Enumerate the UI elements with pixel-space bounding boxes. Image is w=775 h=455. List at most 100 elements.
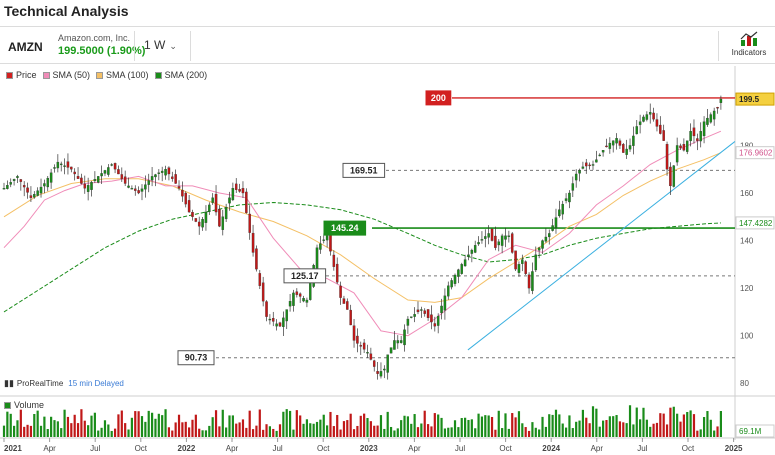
candle-body [628, 145, 632, 150]
volume-bar [117, 414, 120, 437]
indicators-label: Indicators [731, 48, 767, 57]
page-title: Technical Analysis [4, 3, 129, 19]
candle-body [268, 318, 272, 321]
price-tag: 199.5 [739, 95, 760, 104]
candle-body [554, 217, 558, 228]
candle-body [234, 183, 238, 190]
candle-body [440, 305, 443, 314]
candle-body [127, 185, 130, 188]
x-tick-label: Oct [682, 444, 695, 453]
volume-bar [393, 430, 396, 437]
y-tick-label: 120 [740, 284, 754, 293]
candle-body [389, 347, 393, 354]
interval-select[interactable]: 1 W ⌄ [144, 38, 177, 52]
candle-body [386, 354, 389, 373]
volume-bar [514, 417, 517, 437]
volume-bar [410, 423, 413, 437]
candle-body [416, 309, 420, 313]
candle-body [605, 145, 608, 148]
volume-bar [379, 415, 383, 437]
volume-bar [440, 417, 443, 437]
volume-bar [460, 418, 463, 437]
candle-body [359, 345, 363, 347]
volume-bar [551, 414, 554, 437]
volume-bar [167, 427, 171, 437]
ticker-symbol[interactable]: AMZN [8, 40, 43, 54]
volume-bar [63, 409, 66, 437]
candle-body [2, 188, 6, 190]
candle-body [510, 233, 514, 253]
volume-bar [521, 423, 524, 437]
volume-bar [470, 419, 473, 437]
volume-bar [208, 425, 211, 437]
volume-bar [494, 429, 497, 437]
candle-body [443, 295, 447, 311]
volume-bar [130, 417, 133, 437]
volume-bar [662, 413, 665, 437]
candle-body [514, 250, 517, 270]
y-tick-label: 180 [740, 141, 754, 150]
volume-bar [39, 425, 43, 437]
candle-body [706, 117, 709, 125]
volume-bar [689, 410, 692, 437]
candle-body [470, 249, 474, 254]
volume-bar [511, 413, 514, 437]
candle-body [302, 298, 305, 302]
candle-body [19, 179, 23, 182]
candle-body [497, 241, 501, 246]
candle-body [595, 159, 598, 163]
volume-bar [43, 416, 46, 437]
candle-body [93, 179, 97, 181]
candle-body [517, 264, 521, 273]
legend-item-price[interactable]: Price [6, 70, 37, 80]
candle-body [366, 352, 369, 354]
candle-body [73, 171, 76, 175]
volume-bar [339, 429, 342, 437]
volume-bar [679, 421, 682, 437]
volume-bar [319, 419, 322, 437]
volume-bar [719, 411, 723, 437]
legend-item-sma200[interactable]: SMA (200) [154, 70, 207, 80]
candle-body [174, 174, 177, 184]
candle-body [211, 197, 214, 203]
candle-body [322, 239, 325, 241]
volume-bar [211, 417, 214, 437]
candle-body [527, 274, 531, 289]
candle-body [339, 285, 342, 298]
volume-bar [140, 416, 144, 437]
legend-item-sma100[interactable]: SMA (100) [96, 70, 149, 80]
volume-bar [258, 409, 261, 437]
candle-body [406, 318, 410, 326]
candle-body [70, 166, 73, 170]
candle-body [682, 144, 686, 151]
volume-bar [578, 420, 581, 437]
volume-bar [251, 429, 255, 437]
candle-body [611, 140, 615, 146]
candle-body [224, 207, 228, 220]
candle-body [436, 315, 440, 326]
x-tick-label: Apr [408, 444, 421, 453]
legend-item-sma50[interactable]: SMA (50) [42, 70, 90, 80]
sma200-line [3, 201, 721, 313]
volume-bar [544, 426, 547, 437]
volume-bar [161, 415, 164, 437]
volume-bar [598, 426, 601, 437]
candle-body [685, 140, 689, 152]
volume-bar [305, 419, 309, 437]
volume-bar [315, 421, 319, 437]
volume-bar [517, 411, 521, 437]
x-tick-label: 2024 [542, 444, 560, 453]
x-tick-label: Jul [90, 444, 100, 453]
indicators-button[interactable]: Indicators [729, 31, 769, 57]
volume-bar [625, 423, 628, 437]
candle-body [245, 191, 248, 213]
candle-body [669, 166, 672, 187]
candle-body [56, 161, 60, 169]
delay-notice[interactable]: 15 min Delayed [68, 379, 124, 388]
volume-legend[interactable]: Volume [4, 400, 44, 410]
candle-body [598, 154, 601, 157]
candle-body [144, 184, 147, 190]
candle-body [420, 309, 423, 311]
volume-bar [181, 422, 184, 437]
